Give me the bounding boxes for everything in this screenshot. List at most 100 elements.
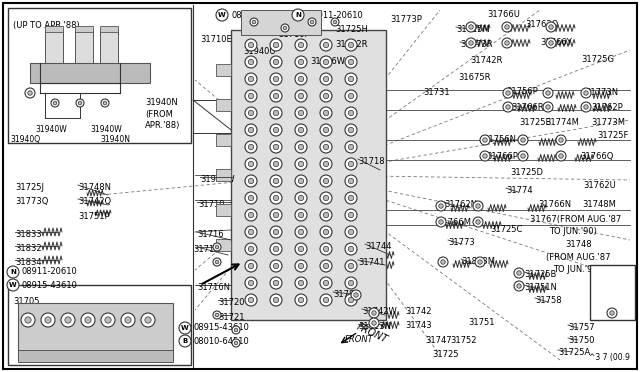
Circle shape — [295, 124, 307, 136]
Text: 31762P: 31762P — [591, 103, 623, 112]
Circle shape — [348, 297, 354, 303]
Text: JUN.'90): JUN.'90) — [593, 287, 621, 294]
Text: JUN.'90): JUN.'90) — [592, 278, 626, 287]
Circle shape — [248, 59, 253, 65]
Circle shape — [556, 135, 566, 145]
Circle shape — [248, 263, 253, 269]
Text: (UP TO APR.'88): (UP TO APR.'88) — [13, 21, 80, 30]
Circle shape — [295, 192, 307, 204]
Circle shape — [518, 135, 528, 145]
Circle shape — [298, 161, 304, 167]
Circle shape — [101, 313, 115, 327]
Circle shape — [295, 90, 307, 102]
Text: FRONT: FRONT — [345, 335, 374, 344]
Text: 31747: 31747 — [425, 336, 452, 345]
Circle shape — [502, 38, 512, 48]
Circle shape — [323, 93, 329, 99]
Text: 31756N: 31756N — [483, 135, 516, 144]
Text: 31767(FROM AUG.'87: 31767(FROM AUG.'87 — [530, 215, 621, 224]
Text: 08911-20610: 08911-20610 — [22, 267, 77, 276]
Circle shape — [468, 41, 473, 45]
Circle shape — [581, 102, 591, 112]
Text: 08915-43610: 08915-43610 — [22, 280, 78, 289]
Circle shape — [466, 22, 476, 32]
Text: 31780: 31780 — [333, 290, 360, 299]
Circle shape — [234, 341, 238, 345]
Text: 31766U: 31766U — [487, 10, 520, 19]
Circle shape — [516, 284, 521, 288]
Circle shape — [521, 138, 525, 142]
Circle shape — [502, 22, 512, 32]
Text: 31752: 31752 — [450, 336, 477, 345]
Circle shape — [320, 124, 332, 136]
Text: 31813N: 31813N — [358, 322, 391, 331]
Circle shape — [483, 154, 487, 158]
Circle shape — [506, 105, 510, 109]
Bar — [216, 204, 231, 216]
Circle shape — [323, 195, 329, 201]
Circle shape — [25, 317, 31, 323]
Bar — [216, 134, 231, 146]
Text: 08911-20610: 08911-20610 — [307, 10, 363, 19]
Circle shape — [273, 297, 278, 303]
Circle shape — [372, 321, 376, 325]
Circle shape — [273, 144, 278, 150]
Text: 31748N: 31748N — [78, 183, 111, 192]
Text: 31710: 31710 — [198, 200, 225, 209]
Text: 31766Y: 31766Y — [540, 38, 572, 47]
Text: 31940W: 31940W — [35, 125, 67, 134]
Circle shape — [548, 25, 553, 29]
Circle shape — [292, 9, 304, 21]
Text: 31710F: 31710F — [278, 30, 309, 39]
Circle shape — [348, 59, 354, 65]
Circle shape — [348, 127, 354, 133]
Circle shape — [295, 141, 307, 153]
Text: 31758: 31758 — [535, 296, 562, 305]
Circle shape — [248, 93, 253, 99]
Circle shape — [65, 317, 71, 323]
Text: W: W — [9, 282, 17, 288]
Circle shape — [348, 212, 354, 218]
Circle shape — [546, 38, 556, 48]
Circle shape — [298, 297, 304, 303]
Circle shape — [323, 212, 329, 218]
Text: 31748: 31748 — [565, 240, 591, 249]
Bar — [30, 63, 150, 83]
Circle shape — [345, 107, 357, 119]
Text: 31705: 31705 — [13, 297, 40, 306]
Bar — [216, 239, 231, 251]
Circle shape — [543, 102, 553, 112]
Circle shape — [323, 280, 329, 286]
Circle shape — [81, 313, 95, 327]
Circle shape — [25, 88, 35, 98]
Circle shape — [232, 326, 240, 334]
Text: 08010-64510: 08010-64510 — [194, 337, 250, 346]
Text: TO JUN.'90): TO JUN.'90) — [553, 265, 601, 274]
Text: FRONT: FRONT — [355, 321, 389, 344]
Text: 31725F: 31725F — [597, 131, 628, 140]
Circle shape — [476, 204, 480, 208]
Circle shape — [103, 101, 107, 105]
Circle shape — [348, 42, 354, 48]
Text: 08915-43610: 08915-43610 — [194, 324, 250, 333]
Circle shape — [248, 297, 253, 303]
Circle shape — [245, 56, 257, 68]
Circle shape — [270, 260, 282, 272]
Circle shape — [438, 257, 448, 267]
Circle shape — [348, 110, 354, 116]
Circle shape — [245, 107, 257, 119]
Circle shape — [348, 161, 354, 167]
Circle shape — [28, 91, 32, 95]
Circle shape — [581, 88, 591, 98]
Circle shape — [245, 226, 257, 238]
Bar — [241, 10, 321, 35]
Text: 31748M: 31748M — [582, 200, 616, 209]
Bar — [18, 303, 173, 358]
Circle shape — [298, 76, 304, 82]
Circle shape — [215, 260, 219, 264]
Circle shape — [295, 294, 307, 306]
Circle shape — [270, 158, 282, 170]
Circle shape — [248, 42, 253, 48]
Circle shape — [556, 151, 566, 161]
Circle shape — [76, 99, 84, 107]
